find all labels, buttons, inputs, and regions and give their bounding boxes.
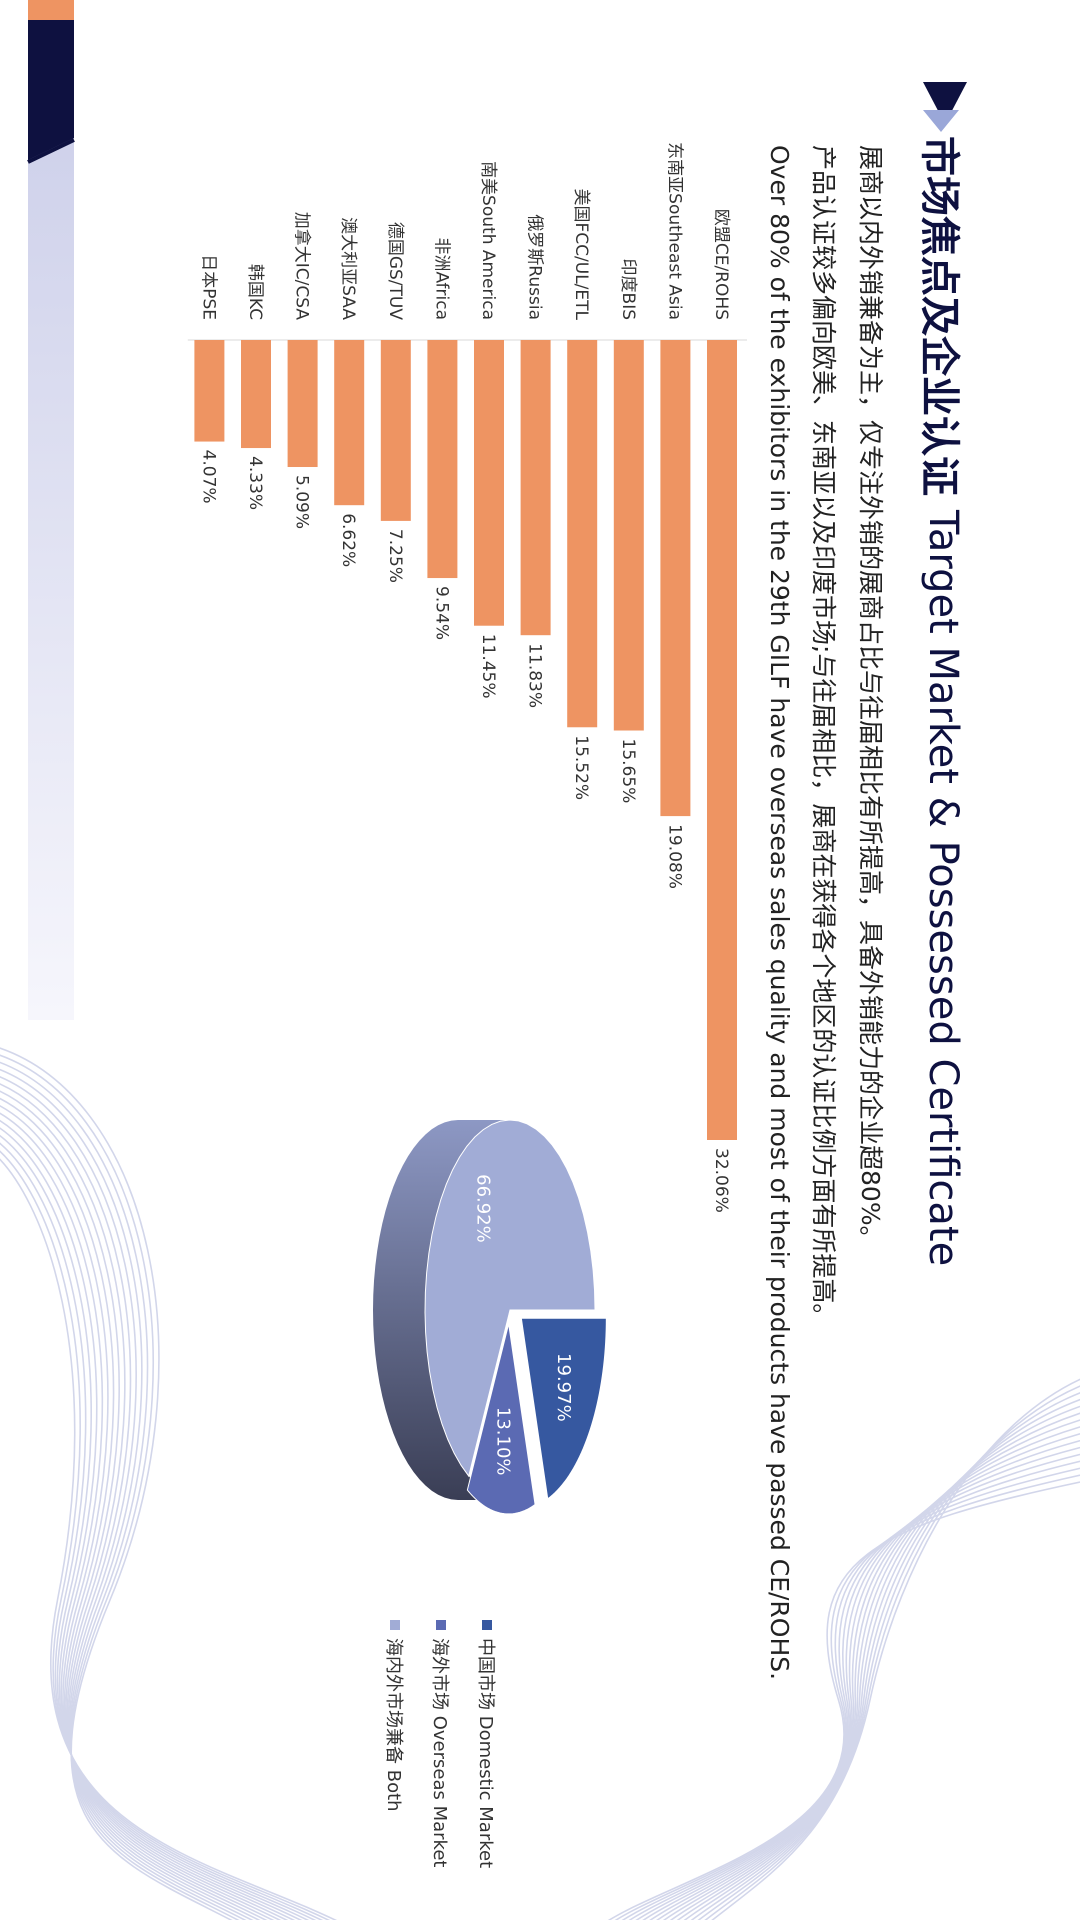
bar bbox=[194, 340, 225, 442]
wave-line bbox=[642, 1446, 1080, 1920]
bar-value-label: 11.45% bbox=[478, 634, 498, 699]
page-title: 市场焦点及企业认证 Target Market & Possessed Cert… bbox=[914, 80, 972, 1266]
wave-line bbox=[0, 1158, 338, 1920]
wave-line bbox=[656, 1433, 1080, 1920]
pie-slice bbox=[424, 1119, 596, 1478]
bar-value-label: 5.09% bbox=[292, 475, 312, 529]
top-orange-block bbox=[28, 0, 74, 20]
bar-value-label: 9.54% bbox=[431, 586, 451, 640]
legend-item-domestic: 中国市场 Domestic Market bbox=[464, 1620, 510, 1868]
bar-value-label: 32.06% bbox=[711, 1148, 731, 1213]
wave-line bbox=[0, 1119, 303, 1920]
wave-line bbox=[676, 1412, 1080, 1920]
bar bbox=[567, 340, 598, 728]
bar bbox=[334, 340, 365, 506]
bar bbox=[707, 340, 737, 1140]
wave-line bbox=[683, 1405, 1080, 1920]
wave-line bbox=[621, 1467, 1080, 1920]
wave-line bbox=[0, 1142, 324, 1920]
wave-line bbox=[0, 1090, 275, 1920]
wave-line bbox=[0, 1083, 268, 1920]
bar-category-label: 日本PSE bbox=[198, 254, 218, 320]
bar-value-label: 11.83% bbox=[525, 643, 545, 708]
wave-line bbox=[662, 1426, 1080, 1920]
bar-category-label: 澳大利亚SAA bbox=[338, 217, 358, 320]
bar bbox=[613, 340, 644, 731]
legend-item-overseas: 海外市场 Overseas Market bbox=[418, 1620, 464, 1868]
wave-line bbox=[704, 1385, 1080, 1920]
pie-side-wall bbox=[373, 1120, 510, 1500]
legend-label: 海内外市场兼备 Both bbox=[383, 1638, 404, 1812]
wave-line bbox=[607, 1481, 1080, 1920]
navy-block bbox=[28, 20, 74, 160]
wave-line bbox=[0, 1047, 233, 1920]
pie-slice bbox=[466, 1323, 536, 1515]
pie-slice-label: 66.92% bbox=[472, 1174, 493, 1243]
wave-line bbox=[0, 1097, 282, 1920]
wave-line bbox=[0, 1127, 310, 1920]
wave-line bbox=[0, 1105, 289, 1920]
wave-line bbox=[614, 1474, 1080, 1920]
bar-value-label: 6.62% bbox=[338, 513, 358, 567]
legend-swatch bbox=[436, 1620, 446, 1630]
bar bbox=[520, 340, 551, 636]
pie-slice bbox=[520, 1317, 607, 1500]
wave-line bbox=[0, 1061, 247, 1920]
bar-category-label: 非洲Africa bbox=[431, 238, 451, 321]
legend-swatch bbox=[482, 1620, 492, 1630]
bar bbox=[427, 340, 458, 579]
bar-category-label: 俄罗斯Russia bbox=[525, 214, 545, 320]
bar-category-label: 印度BIS bbox=[618, 259, 638, 320]
wave-line bbox=[0, 1054, 240, 1920]
wave-line bbox=[0, 1112, 296, 1920]
bar-value-label: 4.07% bbox=[198, 450, 218, 504]
wave-line bbox=[635, 1453, 1080, 1920]
bar-category-label: 韩国KC bbox=[245, 264, 265, 320]
bar-category-label: 欧盟CE/ROHS bbox=[711, 209, 731, 320]
wave-line bbox=[0, 1069, 254, 1920]
legend-swatch bbox=[390, 1620, 400, 1630]
pie-slice-label: 19.97% bbox=[553, 1353, 574, 1422]
bar-value-label: 15.65% bbox=[618, 739, 638, 804]
navy-stripe bbox=[27, 138, 75, 164]
bar-category-label: 德国GS/TUV bbox=[385, 222, 405, 321]
bar-category-label: 南美South America bbox=[478, 161, 498, 320]
legend-label: 中国市场 Domestic Market bbox=[475, 1638, 496, 1869]
pie-legend: 中国市场 Domestic Market 海外市场 Overseas Marke… bbox=[372, 1620, 510, 1868]
wave-lines bbox=[0, 1047, 338, 1920]
triangle-marker-icon bbox=[923, 82, 967, 132]
bar-value-label: 15.52% bbox=[571, 735, 591, 800]
bar bbox=[287, 340, 318, 468]
wave-line bbox=[0, 1150, 331, 1920]
bar bbox=[474, 340, 504, 626]
bar-value-label: 19.08% bbox=[664, 824, 684, 889]
legend-label: 海外市场 Overseas Market bbox=[429, 1638, 450, 1868]
wave-line bbox=[0, 1134, 317, 1920]
wave-lines-right bbox=[607, 1378, 1080, 1920]
side-rail bbox=[28, 0, 74, 1020]
wave-line bbox=[0, 1076, 261, 1920]
bar bbox=[380, 340, 411, 521]
pie-slice-label: 13.10% bbox=[493, 1407, 514, 1476]
bar-category-label: 美国FCC/UL/ETL bbox=[571, 189, 591, 321]
wave-line bbox=[669, 1419, 1080, 1920]
wave-line bbox=[697, 1392, 1080, 1920]
bar-category-label: 加拿大IC/CSA bbox=[292, 212, 313, 321]
bar-value-label: 7.25% bbox=[385, 529, 405, 583]
bar bbox=[660, 340, 691, 817]
bar-value-label: 4.33% bbox=[245, 456, 265, 510]
legend-item-both: 海内外市场兼备 Both bbox=[372, 1620, 418, 1868]
wave-line bbox=[649, 1439, 1080, 1920]
wave-line bbox=[690, 1398, 1080, 1920]
bar-category-label: 东南亚Southeast Asia bbox=[664, 142, 684, 320]
wave-line bbox=[628, 1460, 1080, 1920]
bar bbox=[241, 340, 271, 449]
